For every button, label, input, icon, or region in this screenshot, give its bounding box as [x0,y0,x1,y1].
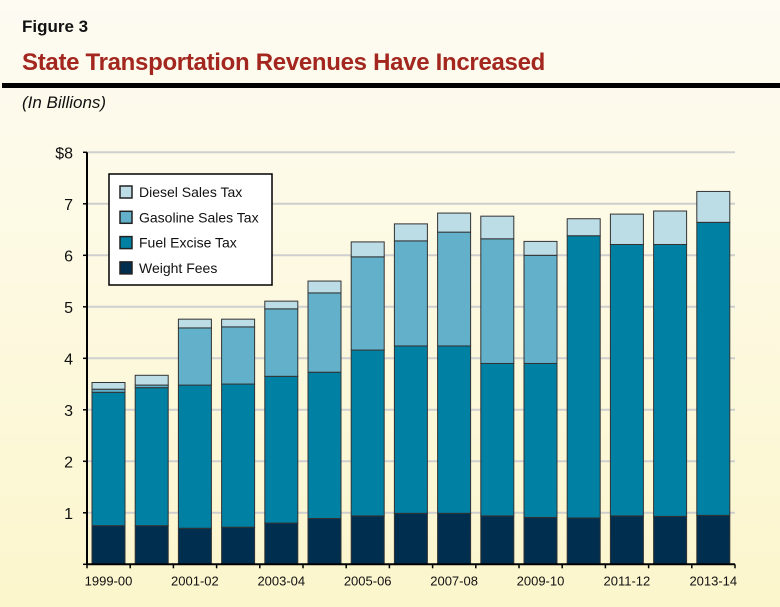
bar-segment [696,514,731,565]
bar-segment [221,326,256,385]
bar-segment [653,515,688,565]
bar-segment [480,238,515,364]
bar-segment [177,527,212,565]
bar-segment [350,349,385,517]
bar-segment [566,218,601,237]
x-tick-label: 2009-10 [517,573,565,588]
bar-segment [307,371,342,519]
bar-segment [134,387,169,527]
y-tick-label: 4 [64,351,73,368]
bar-segment [393,512,428,565]
legend-swatch [119,210,133,225]
bar-segment [307,292,342,373]
figure-label: Figure 3 [22,17,89,36]
bar-segment [350,241,385,258]
bar-segment [523,362,558,518]
x-tick-label: 2001-02 [171,573,219,588]
y-tick-label: 6 [64,248,73,265]
bar-segment [653,210,688,245]
x-tick-label: 2011-12 [604,573,651,588]
bar-segment [350,256,385,351]
bar-segment [91,382,126,390]
bar-segment [653,243,688,517]
x-tick-label: 2005-06 [344,573,392,588]
y-tick-label: 5 [64,300,73,317]
y-tick-label: 3 [64,403,73,420]
bar-segment [221,318,256,328]
chart-title: State Transportation Revenues Have Incre… [22,49,546,76]
legend-swatch [119,185,133,199]
legend-label: Weight Fees [139,260,217,276]
bar-segment [264,522,299,565]
y-tick-label: 7 [64,197,73,214]
legend-box [108,173,273,286]
bar-segment [307,517,342,565]
y-tick-label: 2 [64,454,73,471]
bar-segment [609,243,644,517]
bar-segment [264,300,299,310]
bar-segment [177,384,212,529]
bar-segment [393,223,428,242]
bar-segment [393,240,428,347]
x-tick-label: 1999-00 [85,573,133,588]
bar-segment [134,374,169,386]
bar-segment [264,308,299,377]
x-tick-label: 2003-04 [257,573,305,588]
bar-segment [523,516,558,565]
legend-label: Gasoline Sales Tax [139,209,259,225]
bar-segment [307,280,342,294]
bar-segment [609,515,644,565]
bar-segment [437,212,472,233]
bar-segment [91,391,126,527]
bar-segment [437,231,472,347]
bar-segment [523,240,558,256]
bar-segment [437,345,472,514]
y-tick-label: 1 [64,506,73,523]
bar-segment [523,254,558,364]
bar-segment [393,345,428,514]
bar-segment [264,375,299,524]
title-divider [2,83,780,88]
bar-segment [480,515,515,565]
bar-segment [696,190,731,223]
x-tick-label: 2013-14 [689,573,737,588]
bar-segment [566,517,601,565]
bar-segment [609,213,644,245]
chart-subtitle: (In Billions) [22,93,107,112]
bar-segment [177,327,212,386]
bar-segment [437,512,472,565]
bar-segment [696,221,731,516]
bar-segment [221,383,256,528]
bar-segment [91,525,126,565]
legend-swatch [119,261,133,275]
x-tick-label: 2007-08 [430,573,478,588]
bar-segment [480,215,515,240]
bar-segment [221,526,256,565]
legend-label: Diesel Sales Tax [139,184,242,200]
y-tick-label: $8 [55,145,73,162]
legend-label: Fuel Excise Tax [139,235,237,251]
legend-swatch [119,235,133,250]
bar-segment [566,235,601,519]
bar-segment [177,318,212,329]
bar-segment [134,525,169,565]
bar-segment [480,362,515,517]
bar-segment [350,515,385,565]
